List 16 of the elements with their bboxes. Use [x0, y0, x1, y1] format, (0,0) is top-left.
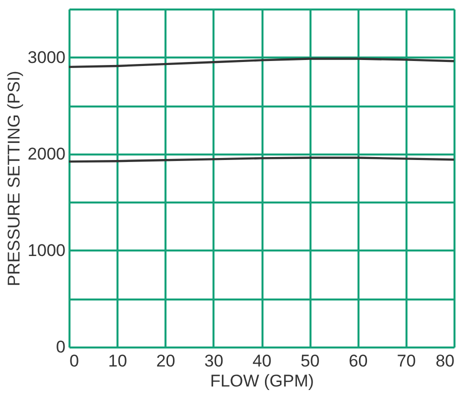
y-tick-label: 2000 [28, 144, 66, 164]
y-axis-title: PRESSURE SETTING (PSI) [4, 70, 24, 286]
x-tick-label: 50 [300, 352, 320, 370]
x-tick-label: 60 [348, 352, 368, 370]
x-tick-label: 30 [204, 352, 224, 370]
y-tick-label: 3000 [28, 48, 66, 67]
y-tick-label: 1000 [28, 240, 66, 260]
x-tick-label: 40 [252, 352, 272, 370]
x-tick-label: 20 [156, 352, 176, 370]
x-tick-label: 10 [108, 352, 128, 370]
x-tick-label: 0 [70, 352, 79, 370]
line-series [68, 58, 456, 68]
x-axis-title: FLOW (GPM) [210, 372, 314, 390]
x-tick-label: 70 [396, 352, 416, 370]
y-tick-label: 0 [56, 338, 66, 356]
x-tick-label: 80 [436, 352, 454, 370]
